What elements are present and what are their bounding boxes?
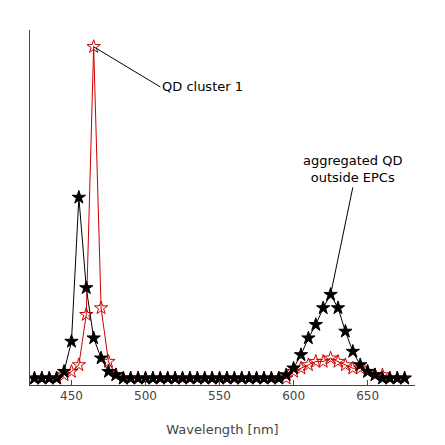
svg-text:500: 500 <box>134 389 157 403</box>
svg-text:550: 550 <box>208 389 231 403</box>
svg-text:600: 600 <box>282 389 305 403</box>
svg-text:aggregated QDoutside EPCs: aggregated QDoutside EPCs <box>303 153 402 185</box>
svg-text:Wavelength [nm]: Wavelength [nm] <box>166 422 278 437</box>
svg-text:QD cluster 1: QD cluster 1 <box>162 79 243 94</box>
svg-text:450: 450 <box>60 389 83 403</box>
svg-text:650: 650 <box>356 389 379 403</box>
